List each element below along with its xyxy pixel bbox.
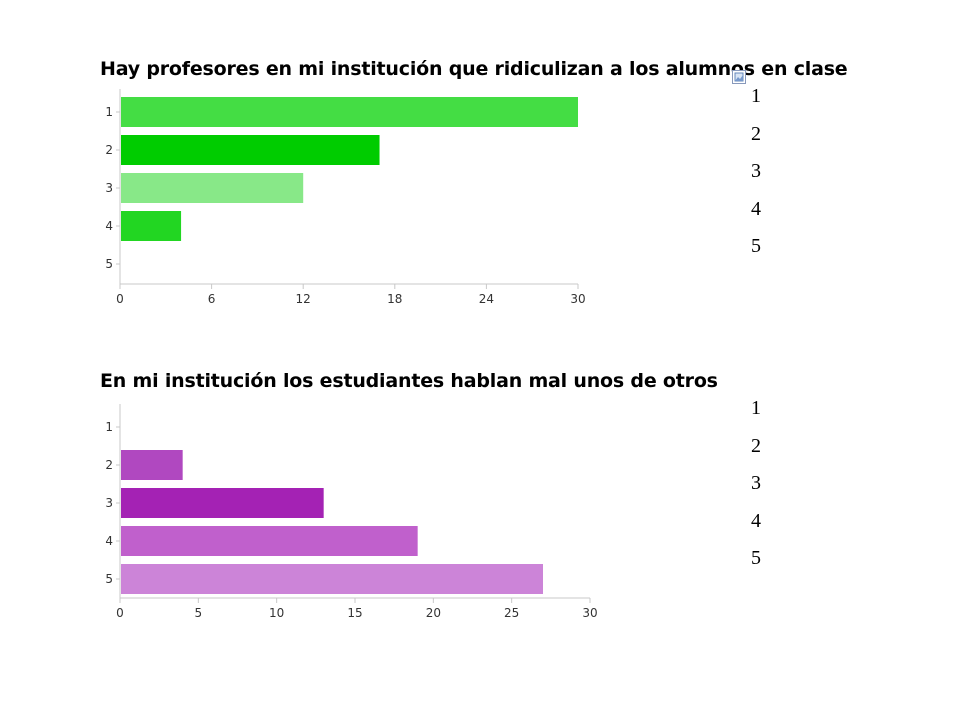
x-tick-label: 30	[570, 292, 585, 306]
x-tick-label: 25	[504, 606, 519, 620]
bar	[121, 564, 543, 594]
x-tick-label: 0	[116, 606, 124, 620]
x-tick-label: 10	[269, 606, 284, 620]
bar	[121, 173, 304, 203]
bar	[121, 488, 324, 518]
bar	[121, 135, 380, 165]
side-list-item: 3	[751, 160, 761, 182]
x-tick-label: 12	[296, 292, 311, 306]
picture-placeholder-icon	[732, 70, 746, 84]
category-label: 5	[105, 572, 113, 586]
side-list-item: 1	[751, 85, 761, 107]
chart-title: Hay profesores en mi institución que rid…	[100, 58, 848, 80]
category-label: 1	[105, 420, 113, 434]
x-tick-label: 15	[347, 606, 362, 620]
category-label: 1	[105, 105, 113, 119]
x-tick-label: 18	[387, 292, 402, 306]
category-label: 5	[105, 257, 113, 271]
bar	[121, 97, 578, 127]
chart-hablan-mal: En mi institución los estudiantes hablan…	[0, 340, 960, 670]
category-label: 2	[105, 458, 113, 472]
category-label: 4	[105, 534, 113, 548]
category-label: 3	[105, 496, 113, 510]
bar	[121, 450, 183, 480]
x-tick-label: 30	[582, 606, 597, 620]
side-list-item: 2	[751, 122, 761, 145]
x-tick-label: 6	[208, 292, 216, 306]
chart-title: En mi institución los estudiantes hablan…	[100, 370, 718, 392]
side-list-item: 1	[751, 397, 761, 419]
bar	[121, 211, 182, 241]
x-tick-label: 0	[116, 292, 124, 306]
side-list-item: 4	[751, 509, 761, 532]
side-number-list: 1 2 3 4 5	[751, 86, 761, 274]
side-list-item: 4	[751, 197, 761, 220]
x-tick-label: 5	[195, 606, 203, 620]
side-list-item: 3	[751, 472, 761, 494]
side-list-item: 2	[751, 434, 761, 457]
chart-ridiculizan: Hay profesores en mi institución que rid…	[0, 0, 960, 340]
x-tick-label: 24	[479, 292, 494, 306]
bar-chart-plot: 1 2 3 4 5 0 5 10 15 20 25 30	[105, 404, 598, 620]
category-label: 4	[105, 219, 113, 233]
category-label: 2	[105, 143, 113, 157]
side-number-list: 1 2 3 4 5	[751, 398, 761, 586]
bar	[121, 526, 418, 556]
side-list-item: 5	[751, 235, 761, 257]
side-list-item: 5	[751, 547, 761, 569]
x-tick-label: 20	[426, 606, 441, 620]
category-label: 3	[105, 181, 113, 195]
